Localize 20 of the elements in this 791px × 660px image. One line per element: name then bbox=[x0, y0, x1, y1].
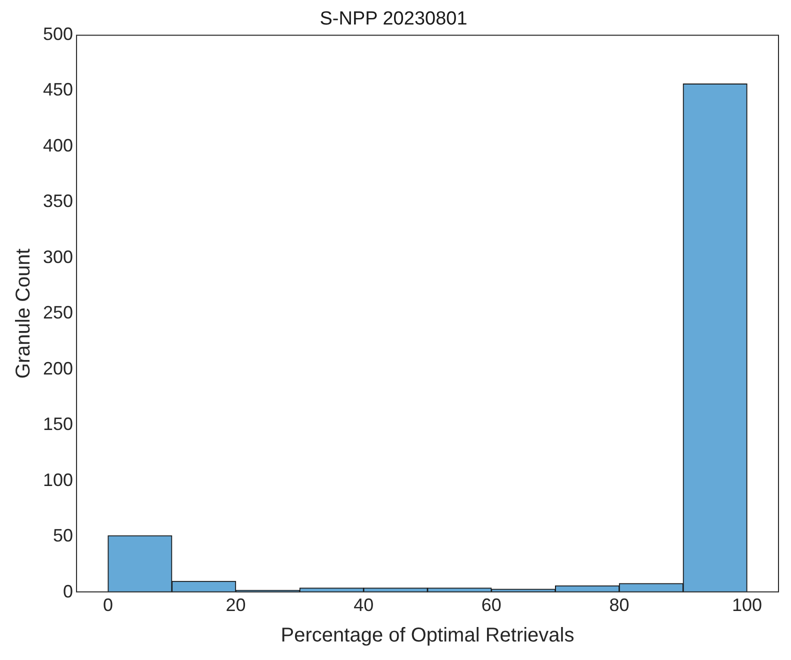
x-tick-label: 20 bbox=[226, 595, 246, 616]
y-axis-title: Granule Count bbox=[12, 248, 35, 379]
chart-title: S-NPP 20230801 bbox=[320, 8, 468, 30]
y-tick-label: 200 bbox=[42, 358, 74, 378]
y-tick-label: 450 bbox=[42, 80, 74, 100]
x-axis-title: Percentage of Optimal Retrievals bbox=[280, 624, 574, 647]
y-tick-label: 250 bbox=[42, 302, 74, 323]
x-tick-label: 80 bbox=[609, 595, 630, 616]
y-tick-label: 100 bbox=[42, 470, 74, 490]
x-tick-label: 40 bbox=[354, 595, 374, 616]
y-tick-label: 350 bbox=[42, 191, 74, 212]
y-tick-label: 0 bbox=[63, 581, 74, 602]
y-tick-label: 50 bbox=[53, 526, 74, 546]
y-tick-label: 150 bbox=[42, 414, 74, 434]
x-tick-label: 60 bbox=[481, 595, 502, 616]
y-tick-label: 500 bbox=[42, 24, 74, 44]
y-tick-label: 400 bbox=[42, 135, 74, 156]
x-tick-label: 100 bbox=[732, 595, 762, 616]
x-tick-label: 0 bbox=[102, 595, 113, 616]
y-tick-label: 300 bbox=[42, 246, 74, 267]
